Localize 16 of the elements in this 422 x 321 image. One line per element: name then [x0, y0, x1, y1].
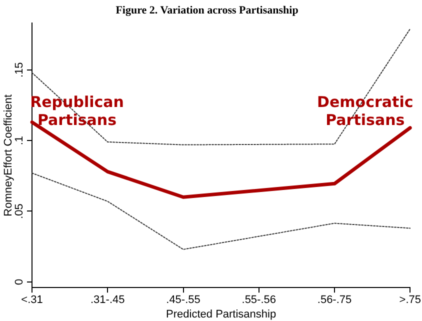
x-tick-label: <.31: [21, 294, 43, 306]
chart-title: Figure 2. Variation across Partisanship: [116, 4, 298, 16]
x-tick-label: .55-.56: [242, 294, 276, 306]
x-tick-label: .56-.75: [317, 294, 352, 306]
line-series: [32, 28, 411, 146]
x-tick-label: >.75: [399, 294, 421, 306]
y-tick-label: .15: [14, 62, 26, 78]
y-tick-label: .1: [14, 136, 26, 146]
y-tick-label: .05: [14, 204, 26, 219]
x-axis-title: Predicted Partisanship: [166, 308, 276, 320]
y-axis-title: RomneyEffort Coefficient: [2, 94, 15, 216]
x-tick-label: .45-.55: [166, 294, 200, 306]
y-tick-label: 0: [14, 278, 26, 286]
x-tick-label: .31-.45: [90, 294, 125, 306]
annotation: Democratic Partisans: [317, 93, 414, 130]
line-series: [32, 172, 411, 250]
